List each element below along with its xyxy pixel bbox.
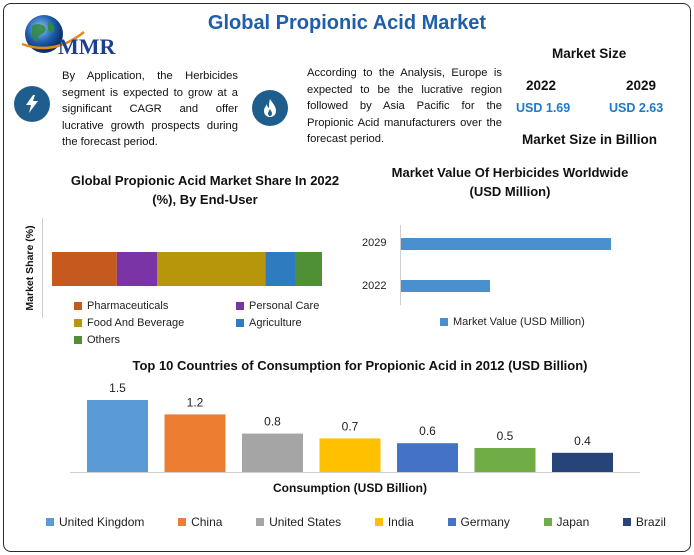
country-value-label-japan: 0.5 — [497, 429, 514, 443]
share-chart-ylabel-wrap: Market Share (%) — [20, 218, 40, 318]
country-legend-united-kingdom: United Kingdom — [46, 515, 144, 529]
share-legend-swatch — [74, 302, 82, 310]
country-value-label-china: 1.2 — [187, 395, 204, 409]
country-legend-swatch — [447, 518, 456, 526]
country-legend-swatch — [374, 518, 383, 526]
country-bar-china — [164, 414, 226, 472]
share-legend-label: Pharmaceuticals — [87, 300, 169, 312]
page-title: Global Propionic Acid Market — [207, 12, 487, 34]
countries-xlabel: Consumption (USD Billion) — [273, 481, 427, 495]
share-legend-pharmaceuticals: Pharmaceuticals — [74, 300, 168, 312]
market-size-value-2022: USD 1.69 — [516, 101, 571, 115]
share-legend-swatch — [236, 319, 244, 327]
countries-x-axis — [70, 472, 640, 473]
mmr-logo: MMR — [14, 12, 144, 62]
country-bar-india — [319, 438, 381, 472]
herbicides-bars — [401, 238, 611, 292]
country-legend-label: Germany — [460, 515, 510, 529]
share-legend-label: Food And Beverage — [87, 317, 185, 329]
country-legend-label: United Kingdom — [59, 515, 145, 529]
market-size-value-2029: USD 2.63 — [609, 101, 664, 115]
country-legend-label: Japan — [556, 515, 590, 529]
market-size-year-2022: 2022 — [526, 78, 557, 93]
share-legend-label: Agriculture — [249, 317, 302, 329]
herbicides-legend-swatch — [440, 318, 448, 326]
country-legend-label: India — [387, 515, 414, 529]
herbicides-legend-label: Market Value (USD Million) — [453, 316, 585, 328]
share-chart-axis — [42, 218, 43, 318]
country-bar-united-kingdom — [87, 400, 148, 472]
herbicides-chart-title: Market Value Of Herbicides Worldwide (US… — [391, 165, 629, 199]
herbicides-chart-axis — [400, 225, 401, 305]
country-bar-germany — [397, 443, 458, 472]
europe-info-text: According to the Analysis, Europe is exp… — [307, 67, 502, 145]
share-legend-label: Others — [87, 334, 121, 346]
country-legend-swatch — [622, 518, 631, 526]
country-bar-japan — [474, 448, 536, 472]
share-segment-others — [295, 252, 322, 286]
flame-icon — [252, 90, 288, 126]
countries-legend: United Kingdom China United States India Ger… — [46, 515, 666, 529]
country-legend-label: China — [191, 515, 223, 529]
country-legend-united-states: United States — [256, 515, 341, 529]
country-value-label-united-states: 0.8 — [264, 415, 281, 429]
country-legend-label: United States — [269, 515, 342, 529]
country-legend-china: China — [178, 515, 222, 529]
share-legend-agriculture: Agriculture — [236, 317, 302, 329]
share-chart-ylabel: Market Share (%) — [24, 225, 36, 311]
countries-bars: 1.5 1.2 0.8 0.7 0.6 0.5 0.4 — [87, 381, 613, 472]
country-value-label-india: 0.7 — [342, 419, 359, 433]
svg-text:MMR: MMR — [58, 34, 117, 59]
share-legend-swatch — [74, 319, 82, 327]
country-legend-japan: Japan — [543, 515, 590, 529]
countries-chart-title: Top 10 Countries of Consumption for Prop… — [132, 358, 588, 373]
country-bar-brazil — [552, 452, 613, 472]
lightning-icon — [14, 86, 50, 122]
herbicides-legend: Market Value (USD Million) — [440, 316, 585, 328]
share-legend-personal-care: Personal Care — [236, 300, 319, 312]
share-legend-label: Personal Care — [249, 300, 320, 312]
share-segment-personal-care — [116, 252, 158, 286]
share-segment-food-and-beverage — [157, 252, 266, 286]
country-legend-brazil: Brazil — [622, 515, 666, 529]
country-legend-swatch — [543, 518, 552, 526]
country-legend-label: Brazil — [635, 515, 666, 529]
share-legend-food-and-beverage: Food And Beverage — [74, 317, 184, 329]
share-chart-title: Global Propionic Acid Market Share In 20… — [70, 173, 340, 207]
herbicides-cat-2029: 2029 — [362, 237, 387, 249]
country-legend-swatch — [46, 518, 54, 526]
country-value-label-united-kingdom: 1.5 — [109, 381, 126, 395]
share-segment-agriculture — [265, 252, 295, 286]
market-size-footer: Market Size in Billion — [522, 132, 658, 147]
market-size-year-2029: 2029 — [626, 78, 657, 93]
country-legend-swatch — [256, 518, 265, 526]
herbicides-bar-2022 — [401, 280, 490, 292]
share-legend-others: Others — [74, 334, 120, 346]
share-segment-pharmaceuticals — [52, 252, 117, 286]
share-legend-swatch — [74, 336, 82, 344]
market-size-heading: Market Size — [552, 46, 627, 61]
country-legend-germany: Germany — [447, 515, 510, 529]
country-legend-india: India — [374, 515, 414, 529]
country-bar-united-states — [242, 433, 303, 472]
herbicides-cat-2022: 2022 — [362, 280, 387, 292]
share-stacked-bar — [52, 252, 322, 286]
herbicides-bar-2029 — [401, 238, 611, 250]
country-value-label-brazil: 0.4 — [574, 434, 591, 448]
country-legend-swatch — [178, 518, 187, 526]
herbicides-info-text: By Application, the Herbicides segment i… — [62, 70, 238, 148]
country-value-label-germany: 0.6 — [419, 424, 436, 438]
share-legend-swatch — [236, 302, 244, 310]
